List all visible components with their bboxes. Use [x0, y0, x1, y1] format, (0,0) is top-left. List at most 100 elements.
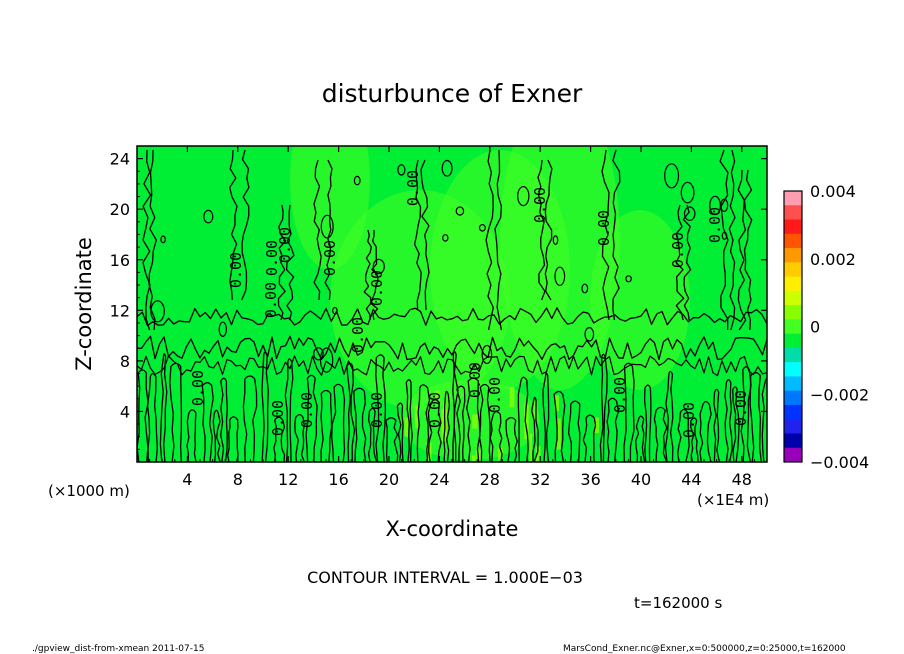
- contour-loop: [332, 306, 338, 315]
- field-speck: [554, 395, 559, 412]
- contour-line: [277, 204, 287, 321]
- contour-line: [427, 399, 442, 462]
- x-axis: 4 8 12 16 20 24 28 32 36 40 44 48: [149, 146, 755, 489]
- contour-label: 0.00: [349, 317, 367, 353]
- contour-loop: [720, 198, 729, 212]
- contour-interval-text: CONTOUR INTERVAL = 1.000E−03: [307, 568, 583, 587]
- footer-left: ./gpview_dist-from-xmean 2011-07-15: [32, 644, 204, 654]
- contour-line: [148, 149, 157, 331]
- contour-label: 0.00: [732, 390, 750, 426]
- contour-loop: [664, 163, 680, 189]
- footer-right: MarsCond_Exner.nc@Exner,x=0:500000,z=0:2…: [563, 644, 846, 654]
- field-speck: [472, 455, 476, 462]
- contour-line: [284, 358, 294, 462]
- field-speck: [414, 405, 419, 429]
- colorbar-swatch: [784, 233, 802, 249]
- contour-line: [743, 169, 753, 331]
- contour-loop: [319, 347, 334, 373]
- field-speck: [529, 433, 533, 462]
- colorbar-swatch: [784, 447, 802, 463]
- contour-line: [369, 230, 379, 321]
- contour-label: 0.00: [276, 227, 294, 263]
- y-axis: 4 8 12 16 20 24: [110, 150, 767, 450]
- contour-label: 0.00: [263, 240, 281, 276]
- contour-line: [713, 388, 721, 462]
- plot-area: 0.00 0.000.000.00 0.000.000.000.00 0.000.00…: [136, 145, 768, 463]
- contour-line: [505, 416, 518, 462]
- contour-line: [740, 366, 752, 462]
- contour-label: 0.00: [680, 402, 698, 438]
- contour-line: [682, 204, 692, 321]
- x-tick-label: 20: [379, 470, 399, 489]
- contour-line: [675, 204, 685, 321]
- contour-loop: [584, 326, 595, 342]
- x-tick-label: 32: [530, 470, 550, 489]
- y-tick-label: 4: [120, 402, 130, 421]
- x-tick-label: 16: [328, 470, 348, 489]
- contour-loop: [552, 235, 559, 246]
- contour-line: [699, 400, 712, 462]
- contour-label: 0.00: [262, 282, 280, 318]
- contour-label: 0.00: [321, 240, 339, 276]
- field-speck: [509, 387, 515, 408]
- contour-label: 0.00: [595, 210, 613, 246]
- contour-loop: [625, 275, 632, 283]
- contour-line: [542, 372, 550, 462]
- contour-line: [241, 149, 250, 301]
- contour-line: [212, 409, 221, 462]
- colorbar-swatch: [784, 305, 802, 320]
- contour-line: [653, 406, 668, 462]
- contour-loop: [554, 266, 566, 286]
- colorbar-swatch: [784, 276, 802, 292]
- contour-line: [732, 386, 740, 462]
- contour-loop: [218, 321, 227, 337]
- contour-line: [420, 159, 430, 311]
- contour-line: [146, 372, 158, 462]
- x-tick-label: 28: [480, 470, 500, 489]
- contour-line: [456, 385, 466, 462]
- contour-loop: [372, 258, 385, 275]
- x-tick-label: 12: [278, 470, 298, 489]
- contour-line: [599, 353, 608, 462]
- y-unit-note: (×1000 m): [48, 482, 130, 500]
- heatmap-patches: [290, 146, 690, 462]
- contour-line: [137, 335, 767, 361]
- contour-line: [201, 382, 214, 462]
- contour-loop: [680, 181, 695, 204]
- colorbar-swatch: [784, 433, 802, 449]
- colorbar-swatch: [784, 205, 802, 221]
- colorbar-swatch: [784, 191, 802, 206]
- contour-line: [677, 408, 690, 462]
- contour-line: [385, 417, 399, 462]
- contour-label-group: 0.00 0.000.000.00 0.000.000.000.00 0.000.00…: [189, 170, 750, 438]
- contour-line: [273, 416, 286, 462]
- contour-line: [635, 415, 646, 462]
- contour-label: 0.00: [368, 270, 386, 306]
- colorbar-swatch: [784, 362, 802, 377]
- colorbar-swatch: [784, 290, 802, 306]
- contour-line: [612, 149, 621, 321]
- contour-line: [582, 414, 597, 462]
- contour-line: [413, 159, 422, 311]
- field-patch: [500, 146, 620, 390]
- contour-label: 0.00: [426, 392, 444, 428]
- contour-loop: [313, 347, 324, 361]
- colorbar-tick-label: 0.002: [810, 250, 856, 269]
- contour-line: [517, 376, 529, 462]
- contour-loop: [683, 206, 696, 221]
- colorbar-ticks: 0.004 0.002 0 −0.002 −0.004: [810, 182, 869, 472]
- x-unit-note: (×1E4 m): [697, 491, 769, 509]
- contour-line: [537, 159, 546, 301]
- colorbar-swatch: [784, 333, 802, 349]
- contour-line: [544, 159, 553, 301]
- field-speck: [535, 446, 541, 462]
- contour-label: 0.00: [531, 187, 549, 223]
- field-speck: [404, 417, 410, 437]
- colorbar-frame: [783, 190, 803, 463]
- colorbar-tick-label: 0.004: [810, 182, 856, 201]
- contour-line: [324, 159, 333, 301]
- contour-loop: [721, 231, 728, 240]
- contour-line: [643, 384, 652, 462]
- contour-line: [531, 396, 539, 462]
- y-axis-label: Z-coordinate: [72, 237, 96, 371]
